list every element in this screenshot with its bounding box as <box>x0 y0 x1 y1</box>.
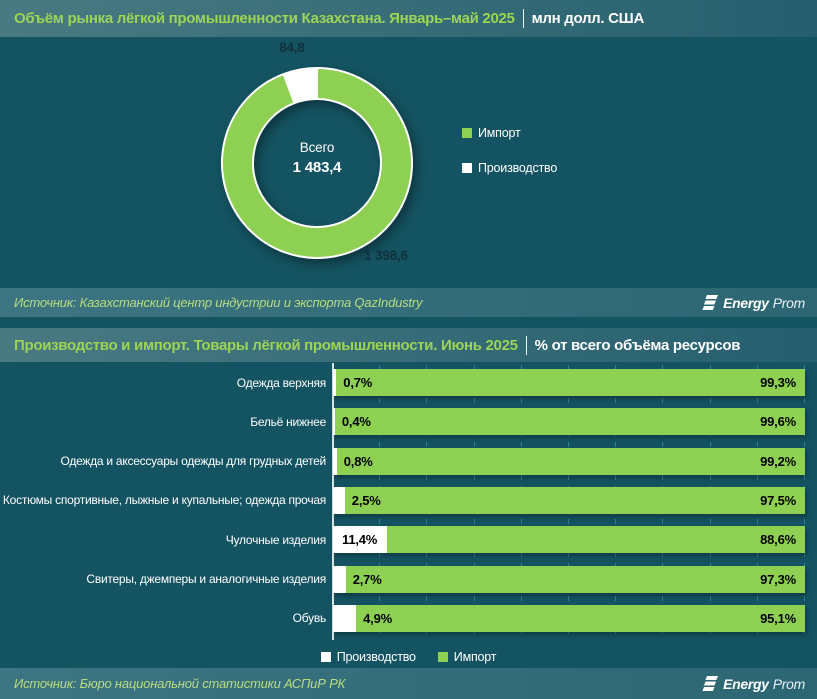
chart1-title: Объём рынка лёгкой промышленности Казахс… <box>14 10 515 27</box>
source-text-1: Источник: Казахстанский центр индустрии … <box>14 295 423 310</box>
bar-category-label: Чулочные изделия <box>225 532 326 547</box>
production-value-label: 2,7% <box>352 571 382 587</box>
production-value-label: 2,5% <box>351 492 381 508</box>
legend-label-import: Импорт <box>478 126 521 140</box>
bar-row: 0,4% 99,6% <box>333 408 805 436</box>
stacked-bar-chart: Одежда верхняя 0,7% 99,3% Бельё нижнее 0,4% 9… <box>0 363 817 640</box>
energyprom-logo: Energy Prom <box>700 294 805 312</box>
bar-row: 11,4% 88,6% <box>333 526 805 554</box>
chart1-unit: млн долл. США <box>531 10 645 27</box>
bar-segment-production <box>333 565 346 593</box>
energyprom-logo: Energy Prom <box>700 675 805 693</box>
bar-row: 0,7% 99,3% <box>333 369 805 396</box>
production-value-label: 0,7% <box>343 375 373 390</box>
legend-item-import: Импорт <box>462 126 557 140</box>
bar-category-label: Бельё нижнее <box>250 414 326 429</box>
bar-category-label: Свитеры, джемперы и аналогичные изделия <box>86 572 326 586</box>
donut-total-label: Всего <box>299 140 335 155</box>
import-value-label: 99,2% <box>760 453 796 469</box>
bar-row: 2,5% 97,5% <box>333 486 805 514</box>
bar-row: 4,9% 95,1% <box>333 604 805 632</box>
bar-segment-import <box>344 486 805 514</box>
legend-label-production: Производство <box>478 161 558 175</box>
chart2-header: Производство и импорт. Товары лёгкой про… <box>0 328 817 362</box>
bar-segment-production <box>333 604 357 632</box>
production-value-label: 4,9% <box>363 610 392 626</box>
import-value-label: 99,3% <box>760 375 796 390</box>
legend-label-production: Производство <box>336 650 416 664</box>
donut-production-value: 84,8 <box>279 40 305 55</box>
bar-segment-import <box>336 447 805 475</box>
import-swatch-icon <box>462 128 472 138</box>
production-value-label: 11,4% <box>342 532 378 548</box>
logo-text-light: Prom <box>772 675 806 692</box>
chart2-unit: % от всего объёма ресурсов <box>534 336 741 354</box>
title-divider <box>522 9 524 28</box>
chart1-header: Объём рынка лёгкой промышленности Казахс… <box>0 0 817 37</box>
bar-row: 0,8% 99,2% <box>333 447 805 475</box>
logo-text-bold: Energy <box>723 675 769 692</box>
bar-segment-import <box>386 526 805 554</box>
bar-segment-production <box>333 486 345 514</box>
bar-chart-legend: Производство Импорт <box>0 648 817 666</box>
import-value-label: 97,3% <box>760 571 796 587</box>
source-bar-1: Источник: Казахстанский центр индустрии … <box>0 288 817 317</box>
bar-segment-production <box>333 447 337 475</box>
bar-segment-production <box>333 526 387 554</box>
donut-chart <box>221 67 413 259</box>
bar-segment-import <box>356 604 805 632</box>
bar-segment-production <box>333 408 335 436</box>
bar-segment-import <box>336 369 805 396</box>
chart2-title: Производство и импорт. Товары лёгкой про… <box>14 336 518 354</box>
import-swatch-icon <box>437 652 448 662</box>
source-bar-2: Источник: Бюро национальной статистики А… <box>0 668 817 699</box>
energyprom-logo-icon <box>702 294 719 310</box>
import-value-label: 88,6% <box>760 532 796 548</box>
legend-label-import: Импорт <box>453 650 497 664</box>
donut-legend: Импорт Производство <box>462 126 557 175</box>
source-text-2: Источник: Бюро национальной статистики А… <box>14 676 346 691</box>
import-value-label: 97,5% <box>760 492 796 508</box>
donut-total-value: 1 483,4 <box>292 159 342 176</box>
production-swatch-icon <box>320 652 331 662</box>
bar-segment-production <box>333 369 337 396</box>
production-swatch-icon <box>462 163 472 173</box>
legend-item-import: Импорт <box>437 650 497 664</box>
bar-category-label: Одежда верхняя <box>236 375 326 390</box>
logo-text-light: Prom <box>772 294 806 311</box>
bar-category-label: Одежда и аксессуары одежды для грудных д… <box>60 454 327 469</box>
bar-row: 2,7% 97,3% <box>333 565 805 593</box>
donut-slice-import <box>221 67 413 259</box>
title-divider-2 <box>525 335 527 355</box>
production-value-label: 0,4% <box>341 414 371 430</box>
bar-segment-import <box>345 565 805 593</box>
donut-center-label: Всего 1 483,4 <box>217 140 417 176</box>
bar-segment-import <box>334 408 805 436</box>
import-value-label: 99,6% <box>760 414 796 430</box>
donut-slice-production <box>282 67 318 105</box>
production-value-label: 0,8% <box>343 453 373 469</box>
bar-category-label: Костюмы спортивные, лыжные и купальные; … <box>2 493 326 508</box>
logo-text-bold: Energy <box>723 294 769 311</box>
legend-item-production: Производство <box>462 161 557 175</box>
bar-category-label: Обувь <box>292 611 327 626</box>
donut-import-value: 1 398,6 <box>364 248 408 263</box>
import-value-label: 95,1% <box>760 610 796 626</box>
legend-item-production: Производство <box>320 650 416 664</box>
energyprom-logo-icon <box>702 675 719 691</box>
